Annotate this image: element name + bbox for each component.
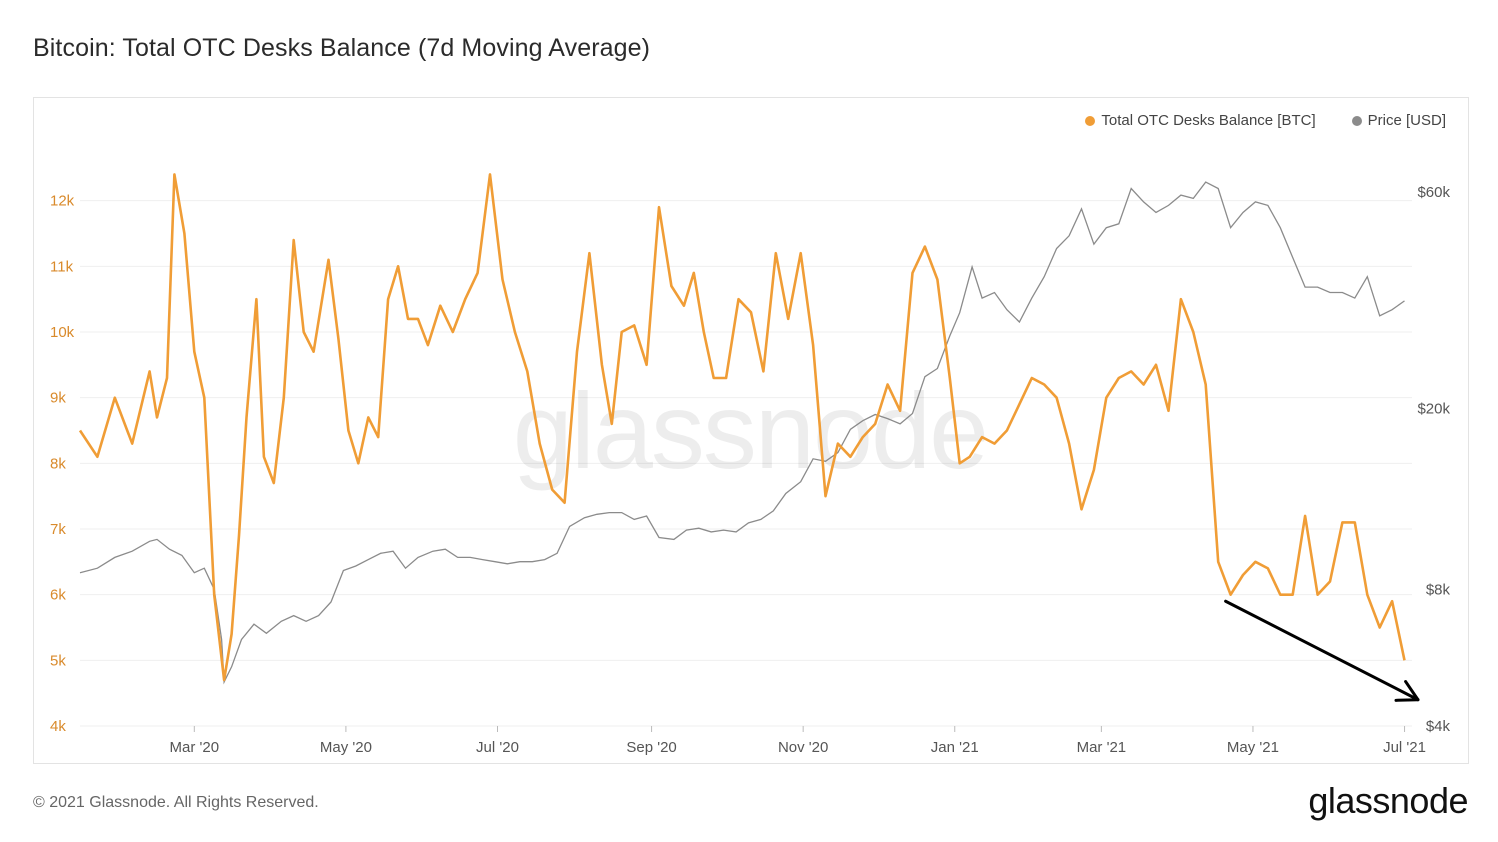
left-tick-label: 6k [50,587,66,604]
left-tick-label: 10k [50,324,75,341]
legend-item-price[interactable]: Price [USD] [1351,112,1446,129]
x-tick-label: May '20 [320,739,372,756]
chart-frame [33,97,1469,764]
right-tick-label: $4k [1426,718,1451,735]
glassnode-logo[interactable]: glassnode [1308,780,1468,821]
legend-item-balance[interactable]: Total OTC Desks Balance [BTC] [1085,112,1316,129]
trend-arrow [1224,599,1420,702]
legend-dot-price [1351,115,1362,126]
x-axis-ticks: Mar '20 May '20 Jul '20 Sep '20 Nov '20 Jan '… [170,726,1426,756]
legend-dot-balance [1085,115,1096,126]
left-tick-label: 7k [50,521,66,538]
copyright-text: © 2021 Glassnode. All Rights Reserved. [33,794,319,811]
legend-label-balance: Total OTC Desks Balance [BTC] [1101,112,1316,129]
x-tick-label: Jan '21 [931,739,979,756]
right-axis-ticks: $4k $8k $20k $60k [1417,184,1450,735]
right-tick-label: $8k [1426,581,1451,598]
price-series-line [79,181,1405,685]
trend-arrow-shaft [1224,599,1420,702]
left-tick-label: 9k [50,390,66,407]
watermark-text: glassnode [513,370,987,491]
left-tick-label: 8k [50,455,66,472]
x-tick-label: Mar '20 [170,739,220,756]
x-tick-label: Nov '20 [778,739,828,756]
left-tick-label: 4k [50,718,66,735]
left-tick-label: 5k [50,652,66,669]
x-tick-label: Mar '21 [1077,739,1127,756]
right-tick-label: $20k [1417,400,1450,417]
left-axis-ticks: 4k 5k 6k 7k 8k 9k 10k 11k 12k [50,193,75,735]
chart-title: Bitcoin: Total OTC Desks Balance (7d Mov… [33,34,651,62]
x-tick-label: May '21 [1227,739,1279,756]
x-tick-label: Jul '21 [1383,739,1426,756]
chart-grid [80,200,1412,727]
left-tick-label: 12k [50,193,75,210]
trend-arrow-head [1394,680,1420,702]
chart-legend: Total OTC Desks Balance [BTC] Price [USD… [1085,112,1446,129]
left-tick-label: 11k [50,258,74,275]
balance-series-line [78,173,1406,682]
right-tick-label: $60k [1417,184,1450,201]
legend-label-price: Price [USD] [1367,112,1446,129]
x-tick-label: Jul '20 [476,739,519,756]
x-tick-label: Sep '20 [626,739,676,756]
